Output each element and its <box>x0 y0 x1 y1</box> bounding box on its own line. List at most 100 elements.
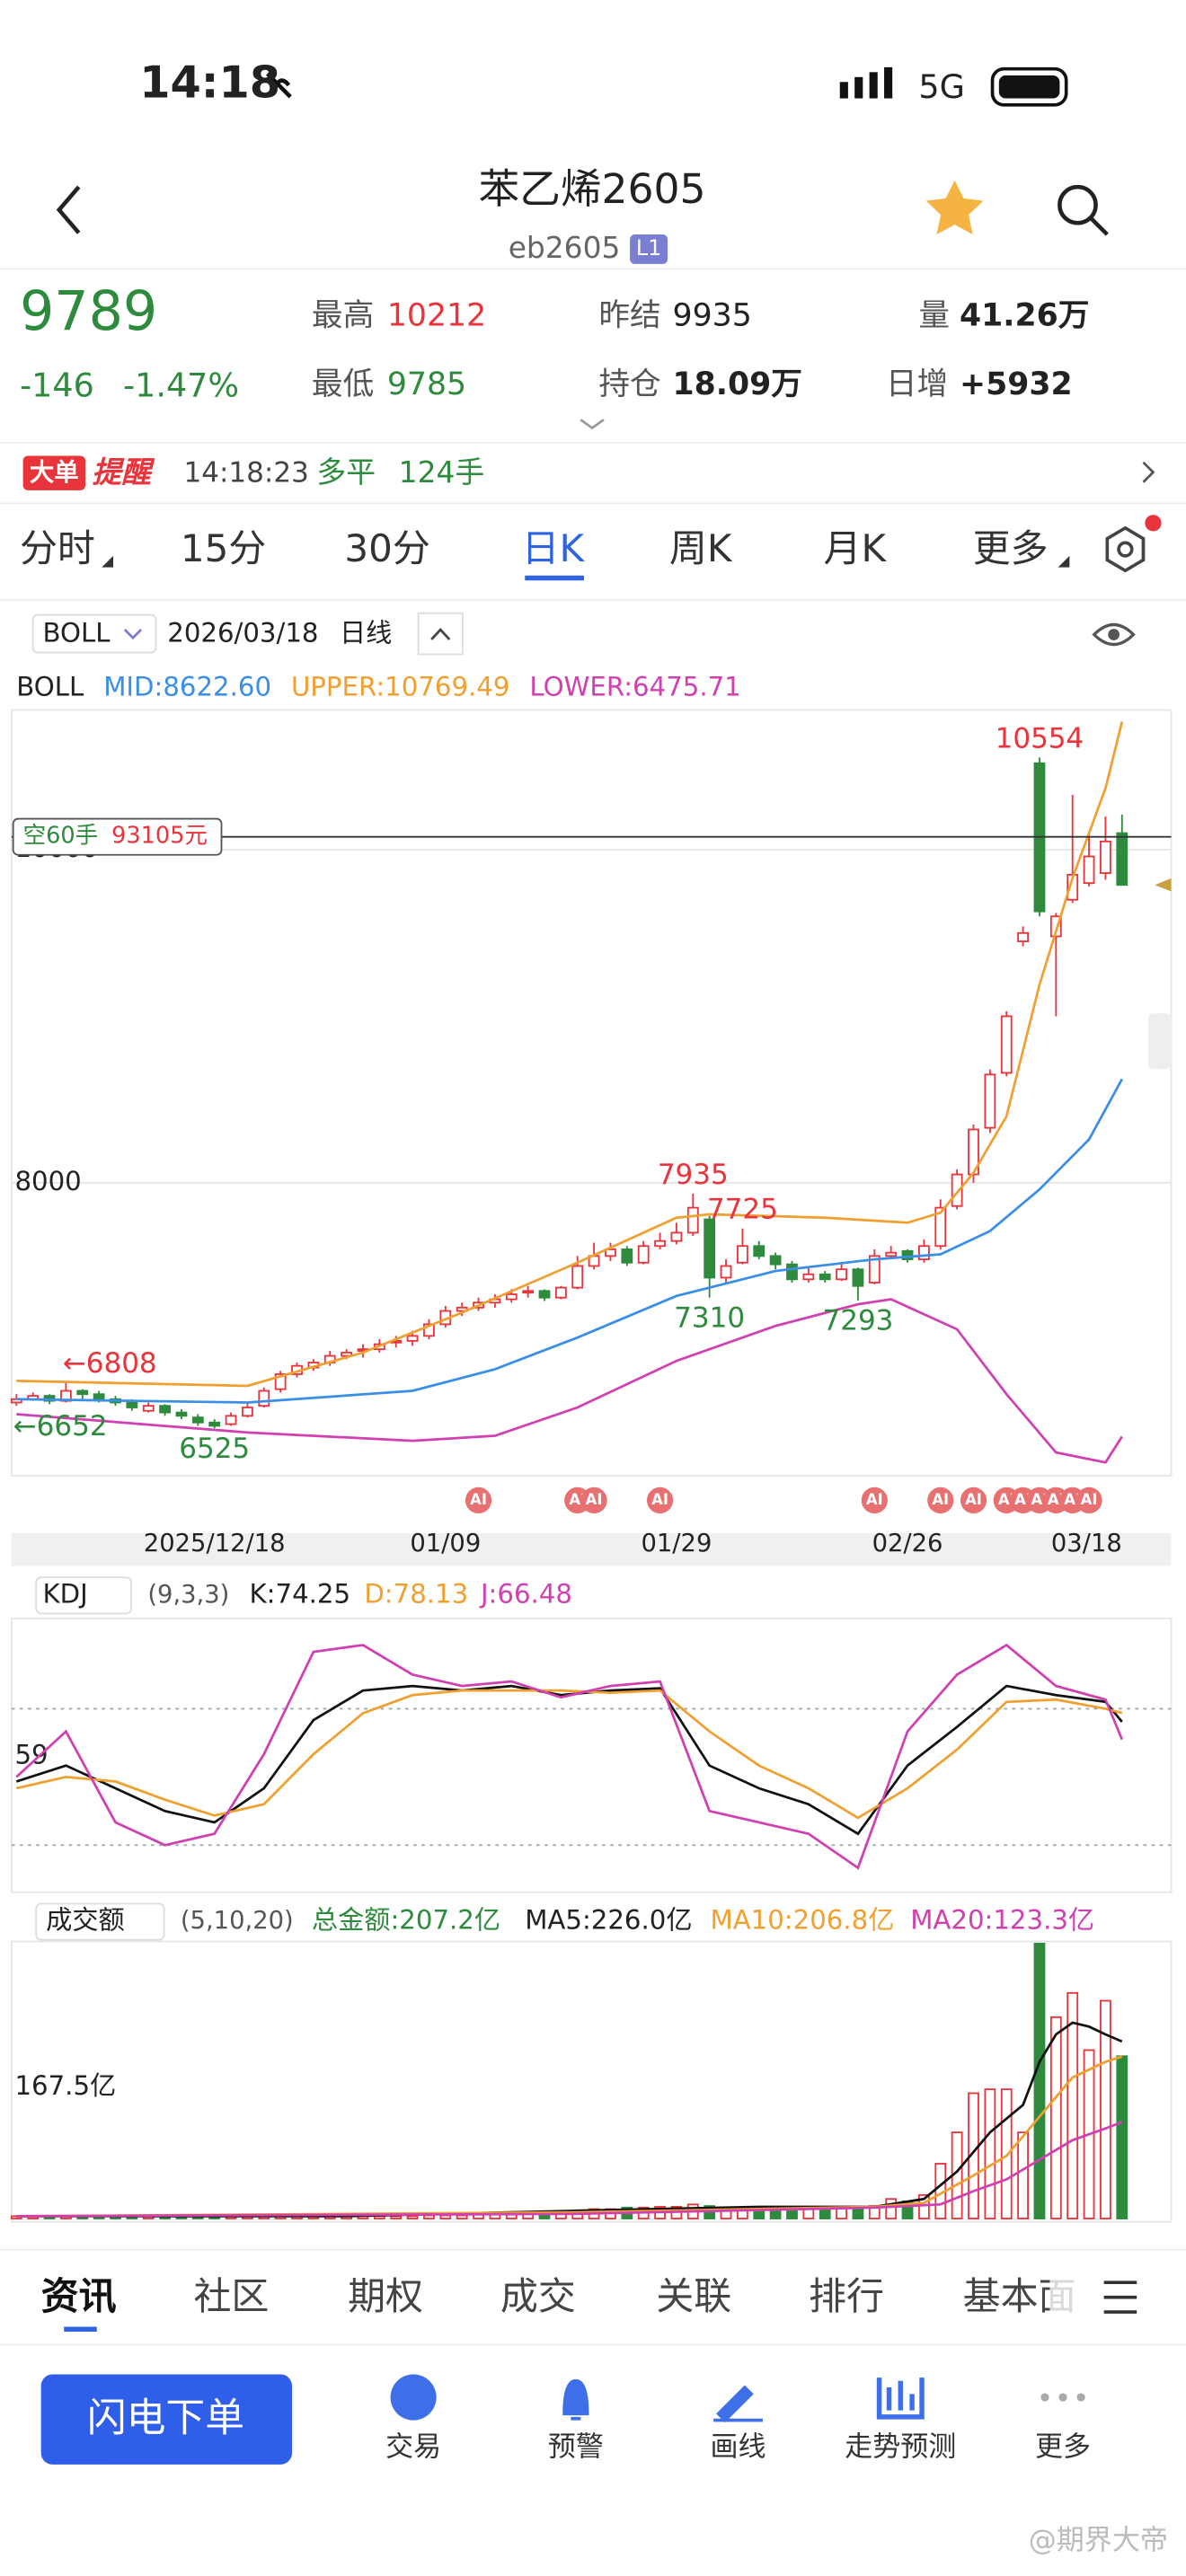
alert-badge: 大单 <box>30 459 79 487</box>
settings-button[interactable] <box>1105 515 1162 573</box>
period-tab[interactable]: 30分 <box>344 526 429 570</box>
candle-body <box>423 1323 435 1337</box>
select-arrow <box>123 629 143 640</box>
candle-body <box>406 1335 419 1342</box>
volume-bar <box>1049 2016 1062 2219</box>
price-change: -146 <box>20 366 94 404</box>
info-tab[interactable]: 社区 <box>193 2274 269 2318</box>
volume-select[interactable] <box>35 1902 165 1941</box>
kdj-name: KDJ <box>43 1578 88 1609</box>
action-label[interactable]: 画线 <box>711 2431 766 2464</box>
tab-fade <box>1049 2271 1092 2331</box>
price-annotation: 7935 <box>658 1159 729 1191</box>
volume-legend: 总金额:207.2亿 <box>312 1905 500 1936</box>
kdj-legend: J:66.48 <box>479 1578 572 1609</box>
trade-icon[interactable] <box>390 2374 437 2421</box>
candle-body <box>934 1206 947 1248</box>
ai-marker-label: AI <box>470 1491 487 1508</box>
date-strip <box>11 1532 1172 1566</box>
candle-body <box>505 1293 518 1301</box>
draw-icon[interactable] <box>713 2385 763 2423</box>
period-tab[interactable]: 15分 <box>181 526 266 570</box>
volume-legend: MA20:123.3亿 <box>910 1905 1094 1936</box>
period-tab[interactable]: 更多 <box>973 526 1049 570</box>
back-button[interactable] <box>56 185 81 234</box>
y-tick-label: 59 <box>14 1740 48 1770</box>
eye-button[interactable] <box>1092 622 1136 647</box>
candle-body <box>670 1231 683 1242</box>
volume-name: 成交额 <box>46 1905 125 1936</box>
boll-line <box>16 1298 1123 1464</box>
action-label[interactable]: 预警 <box>548 2431 604 2464</box>
ai-marker[interactable] <box>646 1486 674 1514</box>
kline-panel <box>10 709 1173 1477</box>
watermark: @期界大帝 <box>1029 2525 1168 2557</box>
forecast-icon[interactable] <box>876 2378 925 2420</box>
alert-arrow <box>1142 461 1155 483</box>
alert-bar[interactable] <box>0 442 1186 504</box>
date-label: 03/18 <box>1051 1530 1122 1557</box>
candle-body <box>554 1286 567 1299</box>
page-title: 苯乙烯2605 <box>479 165 706 213</box>
candle-body <box>1017 931 1029 942</box>
candle-body <box>76 1389 89 1396</box>
candle-body <box>621 1248 633 1264</box>
candle-body <box>159 1405 171 1414</box>
candle-body <box>901 1249 914 1260</box>
ai-marker[interactable] <box>580 1486 607 1514</box>
candle-body <box>258 1389 270 1407</box>
ai-marker[interactable] <box>861 1486 888 1514</box>
volume-bar <box>885 2198 898 2219</box>
period-tab[interactable]: 月K <box>823 526 887 570</box>
ai-marker[interactable] <box>1075 1486 1102 1514</box>
action-label[interactable]: 走势预测 <box>845 2431 956 2464</box>
date-label: 01/29 <box>641 1530 712 1557</box>
alert-icon[interactable] <box>562 2378 589 2421</box>
volume-bar <box>1116 2055 1128 2219</box>
volume-legend: MA5:226.0亿 <box>525 1905 692 1936</box>
period-tab[interactable]: 周K <box>669 526 733 570</box>
volume-bar <box>1017 2131 1029 2219</box>
info-tab[interactable]: 关联 <box>656 2274 731 2318</box>
contract-code: eb2605 <box>509 230 621 265</box>
ai-marker-label: AI <box>651 1491 668 1508</box>
action-label[interactable]: 交易 <box>385 2431 441 2464</box>
info-tab[interactable]: 排行 <box>809 2274 884 2318</box>
signal-icon <box>839 66 893 99</box>
volume-bar <box>802 2208 815 2219</box>
action-label[interactable]: 更多 <box>1035 2431 1091 2464</box>
candle-body <box>538 1290 551 1299</box>
more-icon[interactable] <box>1040 2393 1085 2402</box>
search-button[interactable] <box>1058 184 1109 236</box>
info-tab[interactable]: 期权 <box>348 2274 423 2318</box>
favorite-star[interactable] <box>925 180 984 235</box>
candle-body <box>1100 840 1111 874</box>
quick-order-label[interactable]: 闪电下单 <box>87 2395 244 2441</box>
field-value: 41.26万 <box>960 297 1089 333</box>
menu-button[interactable] <box>1103 2280 1137 2314</box>
mute-icon <box>266 72 292 99</box>
volume-bar <box>1067 1991 1079 2219</box>
candle-body <box>175 1411 188 1417</box>
alert-action: 多平 <box>316 454 376 490</box>
candle-body <box>704 1218 716 1279</box>
candle-body <box>769 1255 782 1266</box>
side-handle[interactable] <box>1147 1013 1172 1070</box>
alert-volume: 124手 <box>399 454 485 490</box>
ai-marker[interactable] <box>927 1486 954 1514</box>
chart-date: 2026/03/18 <box>167 618 318 648</box>
expand-arrow[interactable] <box>580 419 605 430</box>
info-tab[interactable]: 成交 <box>500 2274 576 2318</box>
period-tab[interactable]: 分时 <box>20 526 95 570</box>
kdj-select[interactable] <box>35 1576 133 1615</box>
collapse-button[interactable] <box>417 612 464 656</box>
ai-marker[interactable] <box>465 1486 492 1514</box>
quick-order-button[interactable] <box>40 2374 293 2465</box>
indicator-select[interactable] <box>31 613 157 654</box>
ai-marker[interactable] <box>960 1486 987 1514</box>
period-tab[interactable]: 日K <box>522 526 586 570</box>
candle-body <box>786 1263 798 1281</box>
info-tab[interactable]: 资讯 <box>41 2274 117 2318</box>
candle-body <box>522 1290 535 1294</box>
